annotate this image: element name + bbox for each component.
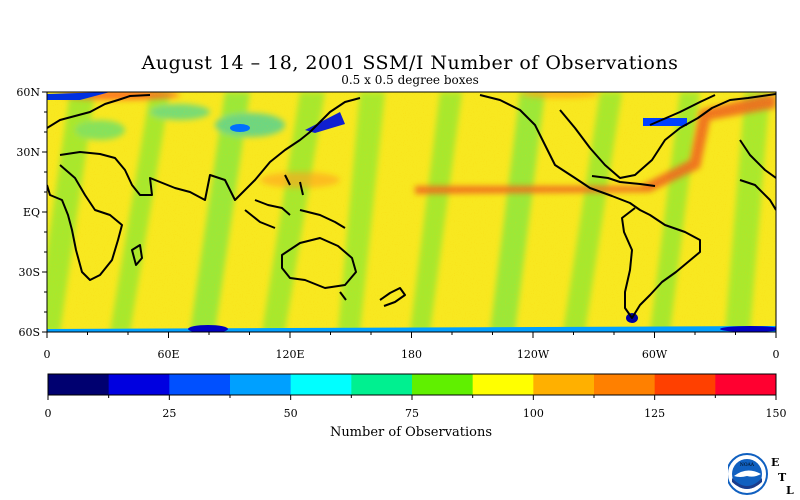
colorbar-tick-label: 150 xyxy=(766,407,787,420)
colorbar-tick-label: 50 xyxy=(284,407,298,420)
noaa-label: NOAA xyxy=(740,462,755,468)
lat-tick-label: 30N xyxy=(16,146,40,159)
colorbar-segment xyxy=(594,374,656,395)
colorbar-tick-label: 75 xyxy=(405,407,419,420)
noaa-etl-logo: NOAA E T L xyxy=(728,453,794,496)
colorbar-segment xyxy=(472,374,534,395)
lat-tick-label: 60N xyxy=(16,86,40,99)
colorbar-segment xyxy=(654,374,716,395)
colorbar-segment xyxy=(533,374,595,395)
lon-tick-label: 120E xyxy=(275,348,304,361)
coastlines xyxy=(47,93,776,319)
colorbar-tick-label: 100 xyxy=(523,407,544,420)
lon-tick-label: 180 xyxy=(401,348,422,361)
map-subtitle: 0.5 x 0.5 degree boxes xyxy=(341,73,479,87)
observation-field xyxy=(47,92,776,332)
lat-tick-label: 60S xyxy=(18,326,40,339)
colorbar-segment xyxy=(169,374,231,395)
logo-letter-e: E xyxy=(771,456,779,469)
low-count-patches xyxy=(47,92,776,332)
logo-letter-l: L xyxy=(786,484,794,496)
colorbar-tick-label: 25 xyxy=(162,407,176,420)
field-speckle xyxy=(47,92,776,332)
lon-tick-label: 0 xyxy=(44,348,51,361)
colorbar-ticks: 0 25 50 75 100 125 150 xyxy=(45,395,787,420)
lon-tick-label: 60W xyxy=(642,348,668,361)
colorbar-tick-label: 0 xyxy=(45,407,52,420)
colorbar-segment xyxy=(412,374,474,395)
lat-tick-label: 30S xyxy=(18,266,40,279)
colorbar-segment xyxy=(715,374,777,395)
latitude-axis: 60N 30N EQ 30S 60S xyxy=(16,86,47,339)
lon-tick-label: 60E xyxy=(157,348,179,361)
colorbar-segment xyxy=(48,374,110,395)
colorbar-segment xyxy=(108,374,170,395)
colorbar-segment xyxy=(230,374,292,395)
colorbar-segment xyxy=(351,374,413,395)
noaa-bird-icon xyxy=(734,470,761,477)
map-title: August 14 – 18, 2001 SSM/I Number of Obs… xyxy=(141,52,679,74)
lon-tick-label: 120W xyxy=(517,348,550,361)
colorbar xyxy=(47,373,777,396)
colorbar-segment xyxy=(290,374,352,395)
logo-letter-t: T xyxy=(778,471,787,484)
lat-tick-label: EQ xyxy=(23,206,40,219)
longitude-axis: 0 60E 120E 180 120W 60W 0 xyxy=(44,332,780,361)
lon-tick-label: 0 xyxy=(773,348,780,361)
colorbar-title: Number of Observations xyxy=(330,425,492,440)
colorbar-tick-label: 125 xyxy=(644,407,665,420)
